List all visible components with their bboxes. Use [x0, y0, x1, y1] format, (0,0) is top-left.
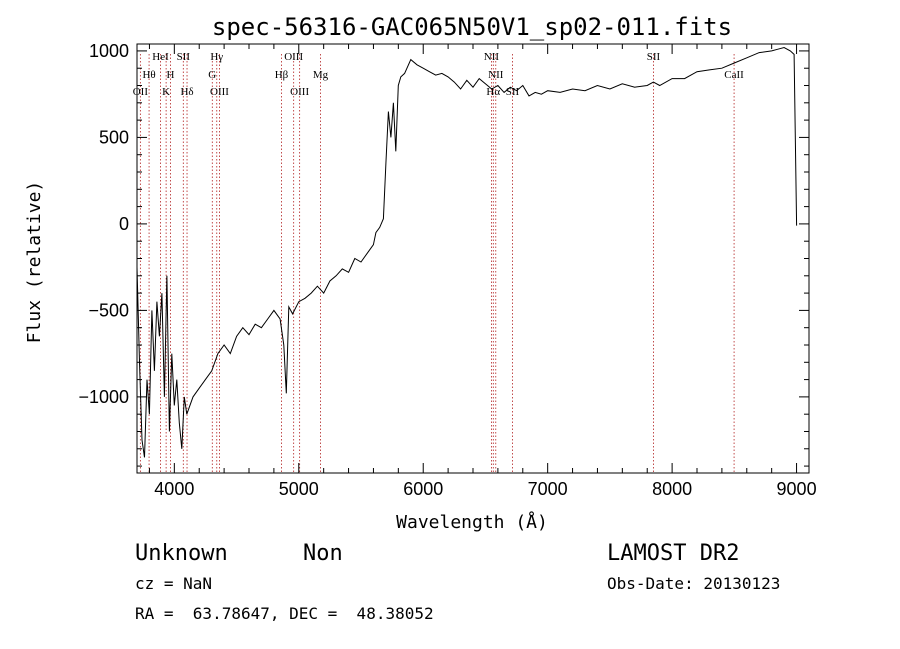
line-label: OII [133, 86, 149, 98]
y-tick-label: −500 [88, 300, 129, 320]
line-label: G [208, 69, 216, 81]
line-label: SII [177, 51, 191, 63]
line-label: SII [506, 86, 520, 98]
line-label: Hθ [142, 69, 155, 81]
object-class: Unknown [135, 541, 228, 566]
line-label: OIII [290, 86, 309, 98]
line-label: Hγ [210, 51, 223, 63]
x-tick-label: 9000 [777, 479, 817, 499]
line-label: K [162, 86, 170, 98]
y-tick-label: −1000 [78, 387, 129, 407]
x-tick-label: 5000 [279, 479, 319, 499]
x-tick-label: 8000 [652, 479, 692, 499]
object-subclass: Non [303, 541, 343, 566]
x-tick-label: 7000 [528, 479, 568, 499]
line-label: OIII [284, 51, 303, 63]
line-label: Hδ [180, 86, 193, 98]
obs-date: Obs-Date: 20130123 [607, 574, 780, 593]
line-label: Hα [486, 86, 500, 98]
line-label: NII [484, 51, 500, 63]
line-label: Mg [313, 69, 329, 81]
x-tick-label: 4000 [154, 479, 194, 499]
y-tick-label: 1000 [89, 41, 129, 61]
y-tick-label: 500 [99, 127, 129, 147]
line-label: HeI [152, 51, 169, 63]
y-tick-label: 0 [119, 214, 129, 234]
line-label: Hβ [275, 69, 289, 81]
x-axis-label: Wavelength (Å) [396, 511, 548, 533]
coordinates: RA = 63.78647, DEC = 48.38052 [135, 604, 434, 623]
plot-frame [136, 43, 810, 474]
line-label: SII [647, 51, 661, 63]
y-axis-label: Flux (relative) [24, 181, 45, 344]
survey-name: LAMOST DR2 [607, 541, 739, 566]
chart-title: spec-56316-GAC065N50V1_sp02-011.fits [212, 13, 732, 41]
line-label: NII [488, 69, 504, 81]
spectrum-series [136, 46, 798, 458]
line-label: H [166, 69, 174, 81]
x-tick-label: 6000 [403, 479, 443, 499]
axes: 4000 5000 6000 7000 8000 9000 −1000 −500 0 500 100… [78, 41, 816, 499]
redshift-value: cz = NaN [135, 574, 212, 593]
emission-lines [139, 54, 735, 473]
line-label: CaII [724, 69, 744, 81]
line-label: OIII [210, 86, 229, 98]
